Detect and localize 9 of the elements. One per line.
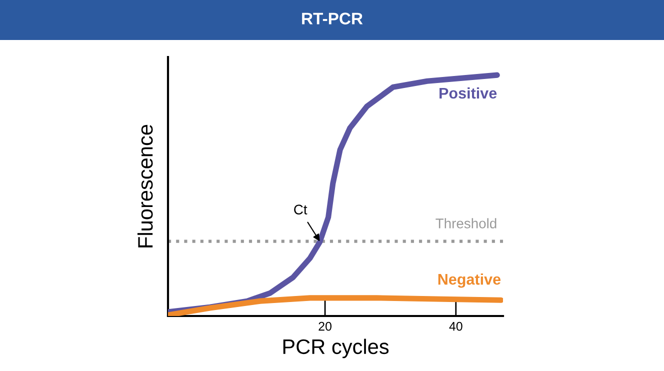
chart-title: RT-PCR [302,12,363,24]
x-tick-label: 40 [449,322,462,331]
series-label: Positive [440,87,497,99]
y-axis-title: Fluorescence [137,124,153,248]
x-axis-title: PCR cycles [283,338,389,358]
series-label: Negative [438,274,501,288]
x-tick-label: 20 [318,322,332,331]
ref-line-label: Threshold [436,218,496,228]
annotation: Ct [294,204,308,214]
